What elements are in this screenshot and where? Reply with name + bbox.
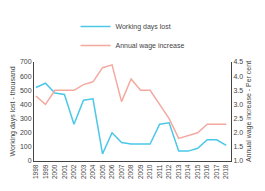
svg-text:2011: 2011 — [156, 164, 163, 178]
svg-text:2003: 2003 — [80, 164, 87, 179]
svg-text:1999: 1999 — [42, 164, 49, 179]
svg-text:4.0: 4.0 — [233, 73, 243, 80]
svg-text:2014: 2014 — [184, 164, 191, 179]
svg-text:2008: 2008 — [127, 164, 134, 179]
svg-text:2004: 2004 — [89, 164, 96, 179]
svg-text:Working days lost: Working days lost — [116, 23, 171, 31]
svg-text:400: 400 — [20, 101, 32, 108]
svg-text:200: 200 — [20, 129, 32, 136]
svg-text:3.0: 3.0 — [233, 101, 243, 108]
svg-text:1.5: 1.5 — [233, 143, 243, 150]
svg-text:4.5: 4.5 — [233, 58, 243, 65]
svg-text:2015: 2015 — [194, 164, 201, 179]
svg-text:2009: 2009 — [137, 164, 144, 179]
svg-text:0: 0 — [28, 157, 32, 164]
svg-text:300: 300 — [20, 115, 32, 122]
svg-text:2000: 2000 — [51, 164, 58, 179]
svg-text:500: 500 — [20, 87, 32, 94]
svg-text:2013: 2013 — [175, 164, 182, 179]
svg-text:2005: 2005 — [99, 164, 106, 179]
svg-text:3.5: 3.5 — [233, 87, 243, 94]
svg-text:700: 700 — [20, 58, 32, 65]
svg-text:Working days lost - thousand: Working days lost - thousand — [9, 66, 17, 156]
svg-text:2006: 2006 — [108, 164, 115, 179]
svg-text:2016: 2016 — [203, 164, 210, 179]
svg-text:2017: 2017 — [213, 164, 220, 179]
svg-text:2018: 2018 — [222, 164, 229, 179]
svg-text:Annual wage increase - Per cen: Annual wage increase - Per cent — [245, 61, 253, 162]
svg-text:1.0: 1.0 — [233, 157, 243, 164]
svg-text:2002: 2002 — [70, 164, 77, 179]
svg-text:2010: 2010 — [146, 164, 153, 179]
svg-text:1998: 1998 — [32, 164, 39, 179]
svg-text:2001: 2001 — [61, 164, 68, 179]
svg-text:100: 100 — [20, 143, 32, 150]
svg-text:Annual wage increase: Annual wage increase — [116, 42, 185, 50]
svg-text:2007: 2007 — [118, 164, 125, 179]
svg-text:600: 600 — [20, 73, 32, 80]
svg-text:2012: 2012 — [165, 164, 172, 179]
svg-text:2.5: 2.5 — [233, 115, 243, 122]
svg-text:2.0: 2.0 — [233, 129, 243, 136]
